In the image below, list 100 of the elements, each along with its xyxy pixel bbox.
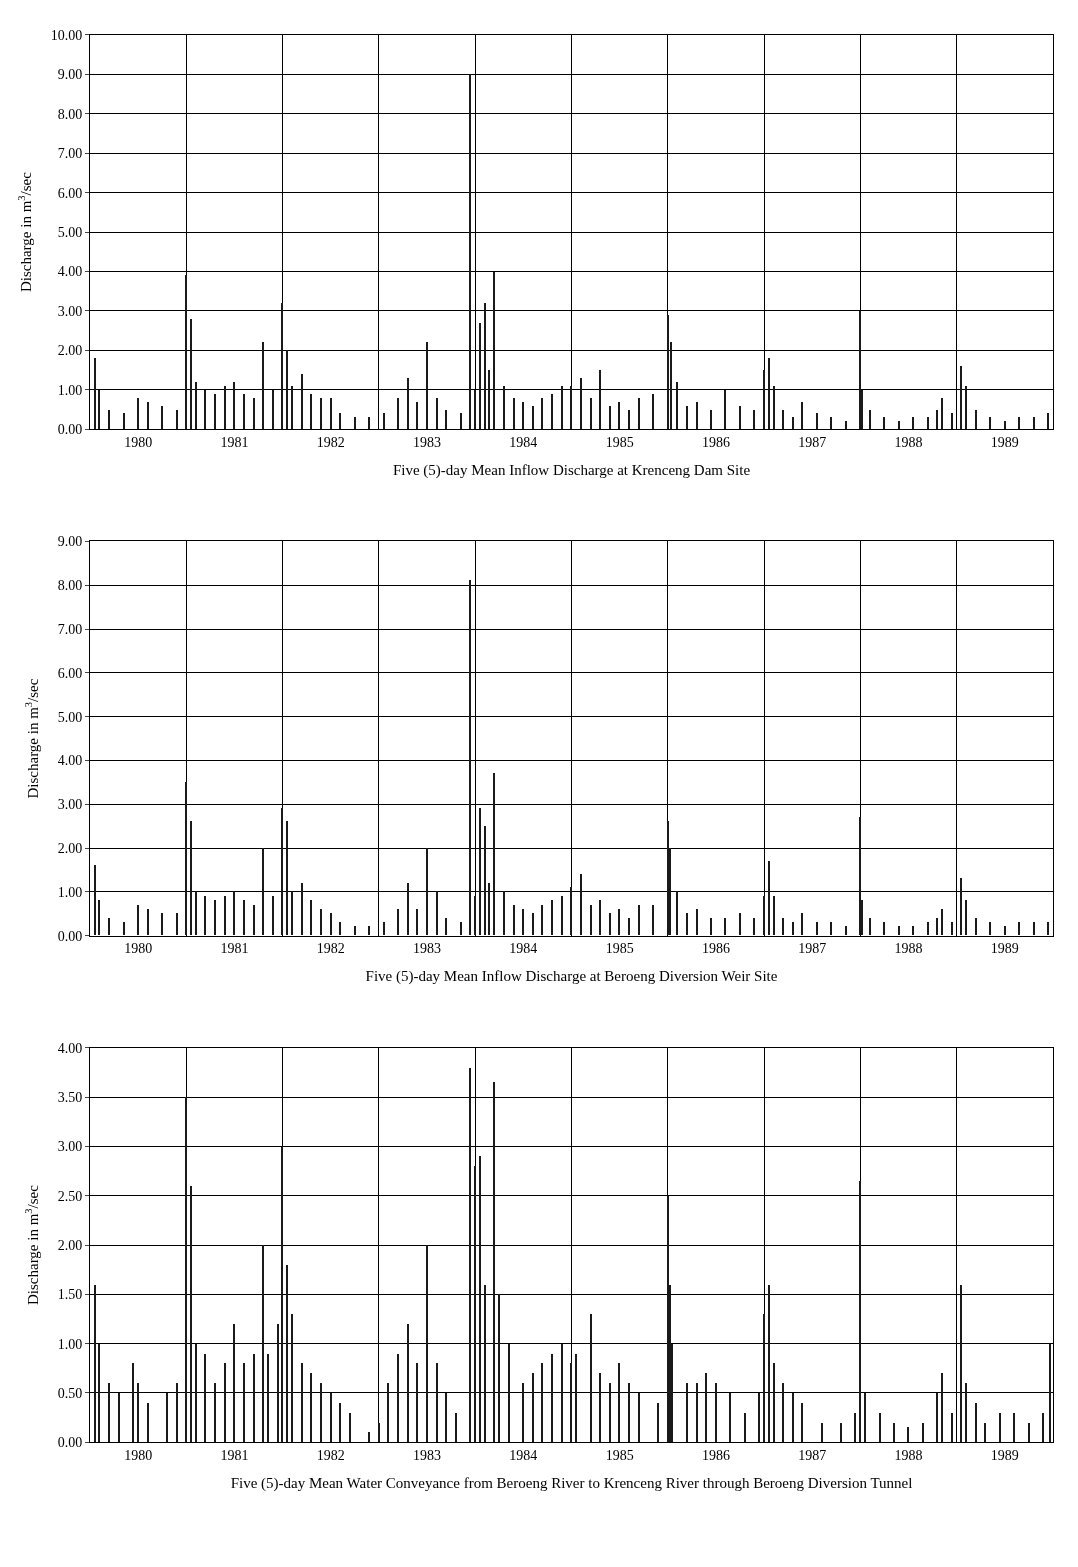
bar bbox=[195, 1343, 197, 1442]
bar bbox=[667, 821, 669, 936]
y-tick-label: 1.00 bbox=[57, 382, 83, 398]
x-axis-title: Five (5)-day Mean Inflow Discharge at Krenceng Dam Site bbox=[392, 461, 751, 479]
bar bbox=[801, 913, 803, 936]
bar bbox=[281, 1146, 283, 1442]
bar bbox=[383, 412, 385, 429]
bar bbox=[291, 385, 293, 429]
bar bbox=[1042, 1412, 1044, 1442]
bar bbox=[503, 385, 505, 429]
bar bbox=[768, 357, 770, 429]
bar bbox=[893, 1422, 895, 1442]
x-tick-label: 1987 bbox=[798, 1447, 827, 1463]
x-tick-label: 1984 bbox=[509, 434, 538, 450]
bar bbox=[310, 900, 312, 936]
x-tick-label: 1986 bbox=[701, 434, 730, 450]
bar bbox=[190, 1185, 192, 1442]
bar bbox=[286, 1264, 288, 1442]
bar bbox=[498, 1293, 500, 1442]
bar bbox=[599, 1372, 601, 1442]
bar bbox=[710, 918, 712, 936]
bar bbox=[686, 1382, 688, 1442]
bar bbox=[281, 808, 283, 936]
bar bbox=[281, 302, 283, 429]
y-tick-label: 6.00 bbox=[57, 665, 83, 681]
bar bbox=[739, 913, 741, 936]
bar bbox=[951, 1412, 953, 1442]
y-tick-label: 0.50 bbox=[57, 1385, 83, 1401]
bar bbox=[936, 409, 938, 429]
bar bbox=[922, 1422, 924, 1442]
bar bbox=[233, 381, 235, 429]
bar bbox=[753, 409, 755, 429]
bar bbox=[628, 1382, 630, 1442]
bar bbox=[330, 397, 332, 429]
bar bbox=[118, 1392, 120, 1442]
y-tick-label: 2.00 bbox=[57, 343, 83, 359]
bar bbox=[291, 1313, 293, 1442]
bar bbox=[469, 73, 471, 429]
bar bbox=[965, 1382, 967, 1442]
bar bbox=[262, 341, 264, 429]
y-tick-label: 9.00 bbox=[57, 534, 83, 550]
bar bbox=[310, 393, 312, 429]
bar bbox=[912, 416, 914, 429]
bar bbox=[744, 1412, 746, 1442]
bar bbox=[676, 891, 678, 936]
bar bbox=[830, 922, 832, 936]
bar bbox=[176, 913, 178, 936]
bar bbox=[907, 1426, 909, 1442]
bar bbox=[801, 1402, 803, 1442]
bar bbox=[233, 1323, 235, 1442]
bar bbox=[1047, 412, 1049, 429]
bar bbox=[570, 1362, 572, 1442]
y-tick-label: 3.00 bbox=[57, 1139, 83, 1155]
bar bbox=[339, 922, 341, 936]
bar bbox=[108, 409, 110, 429]
bar bbox=[132, 1362, 134, 1442]
bar bbox=[724, 918, 726, 936]
bar bbox=[782, 918, 784, 936]
bar bbox=[460, 412, 462, 429]
bar bbox=[758, 1392, 760, 1442]
bar bbox=[436, 397, 438, 429]
bar bbox=[339, 412, 341, 429]
bar bbox=[176, 1382, 178, 1442]
bar bbox=[657, 1402, 659, 1442]
bar bbox=[975, 409, 977, 429]
x-tick-label: 1989 bbox=[990, 434, 1019, 450]
x-tick-label: 1988 bbox=[894, 434, 923, 450]
bar bbox=[638, 1392, 640, 1442]
bar bbox=[927, 922, 929, 936]
bar bbox=[98, 389, 100, 429]
bar bbox=[426, 341, 428, 429]
y-tick-label: 8.00 bbox=[57, 578, 83, 594]
y-tick-label: 2.50 bbox=[57, 1188, 83, 1204]
y-tick-label: 2.00 bbox=[57, 1237, 83, 1253]
bar bbox=[123, 922, 125, 936]
bar bbox=[108, 918, 110, 936]
y-tick-label: 0.00 bbox=[57, 422, 83, 438]
bar bbox=[407, 883, 409, 936]
bar bbox=[137, 1382, 139, 1442]
bar bbox=[330, 1392, 332, 1442]
bar bbox=[753, 918, 755, 936]
bar bbox=[816, 922, 818, 936]
bar bbox=[696, 909, 698, 936]
y-tick-label: 6.00 bbox=[57, 185, 83, 201]
bar bbox=[445, 409, 447, 429]
bar bbox=[532, 913, 534, 936]
bar bbox=[590, 397, 592, 429]
bar bbox=[354, 416, 356, 429]
bar bbox=[426, 1244, 428, 1442]
bar bbox=[869, 409, 871, 429]
bar bbox=[696, 1382, 698, 1442]
bar bbox=[667, 314, 669, 429]
bar bbox=[513, 905, 515, 936]
bar bbox=[609, 913, 611, 936]
bar bbox=[339, 1402, 341, 1442]
bar bbox=[936, 918, 938, 936]
x-tick-label: 1988 bbox=[894, 1447, 923, 1463]
bar bbox=[845, 926, 847, 936]
x-tick-label: 1985 bbox=[605, 1447, 634, 1463]
bar bbox=[628, 918, 630, 936]
